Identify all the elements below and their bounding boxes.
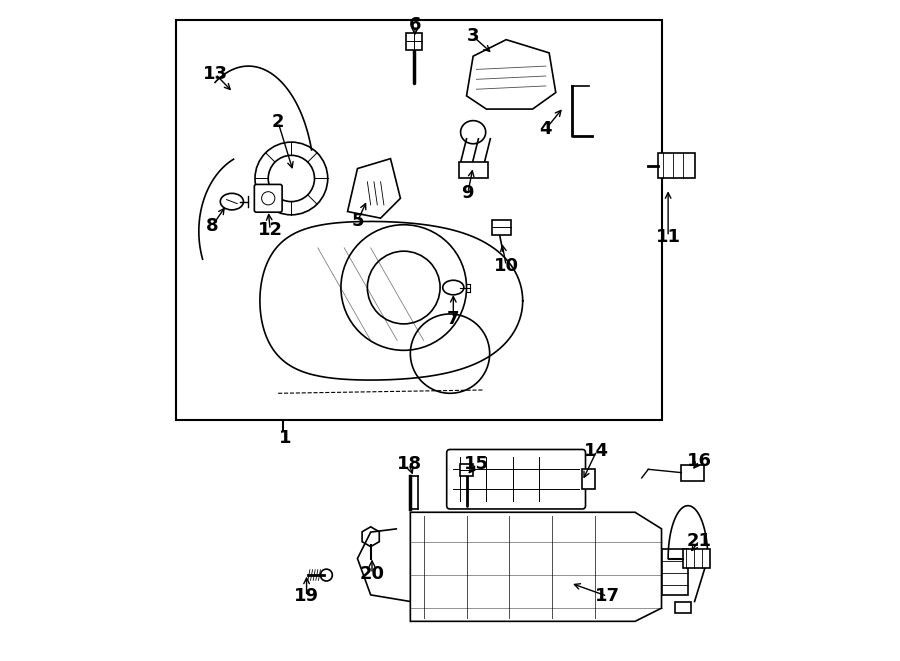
Bar xyxy=(683,549,710,568)
Text: 13: 13 xyxy=(202,65,228,83)
Text: 17: 17 xyxy=(595,587,620,605)
Text: 12: 12 xyxy=(257,221,283,239)
FancyBboxPatch shape xyxy=(255,184,282,212)
Bar xyxy=(582,469,596,489)
Text: 21: 21 xyxy=(687,531,712,550)
Bar xyxy=(681,465,705,481)
Text: 2: 2 xyxy=(272,113,284,132)
Text: 6: 6 xyxy=(409,16,421,34)
Text: 10: 10 xyxy=(494,256,518,275)
Text: 3: 3 xyxy=(467,27,480,46)
Text: 5: 5 xyxy=(351,212,364,231)
Text: 11: 11 xyxy=(655,227,680,246)
Text: 9: 9 xyxy=(462,184,474,202)
Bar xyxy=(675,602,691,613)
Text: 19: 19 xyxy=(294,587,320,605)
Text: 16: 16 xyxy=(687,452,712,471)
Text: 18: 18 xyxy=(397,455,421,473)
Bar xyxy=(491,220,511,235)
Bar xyxy=(176,20,662,420)
Bar xyxy=(658,153,695,178)
Text: 4: 4 xyxy=(540,120,552,138)
Bar xyxy=(662,549,688,595)
Bar xyxy=(406,33,421,50)
Text: 20: 20 xyxy=(359,564,384,583)
Text: 15: 15 xyxy=(464,455,489,473)
Text: 8: 8 xyxy=(206,217,219,235)
Bar xyxy=(459,162,488,178)
Text: 14: 14 xyxy=(584,442,609,460)
FancyBboxPatch shape xyxy=(446,449,586,509)
Text: 1: 1 xyxy=(278,428,291,447)
Bar xyxy=(460,464,473,476)
Text: 7: 7 xyxy=(447,309,460,328)
